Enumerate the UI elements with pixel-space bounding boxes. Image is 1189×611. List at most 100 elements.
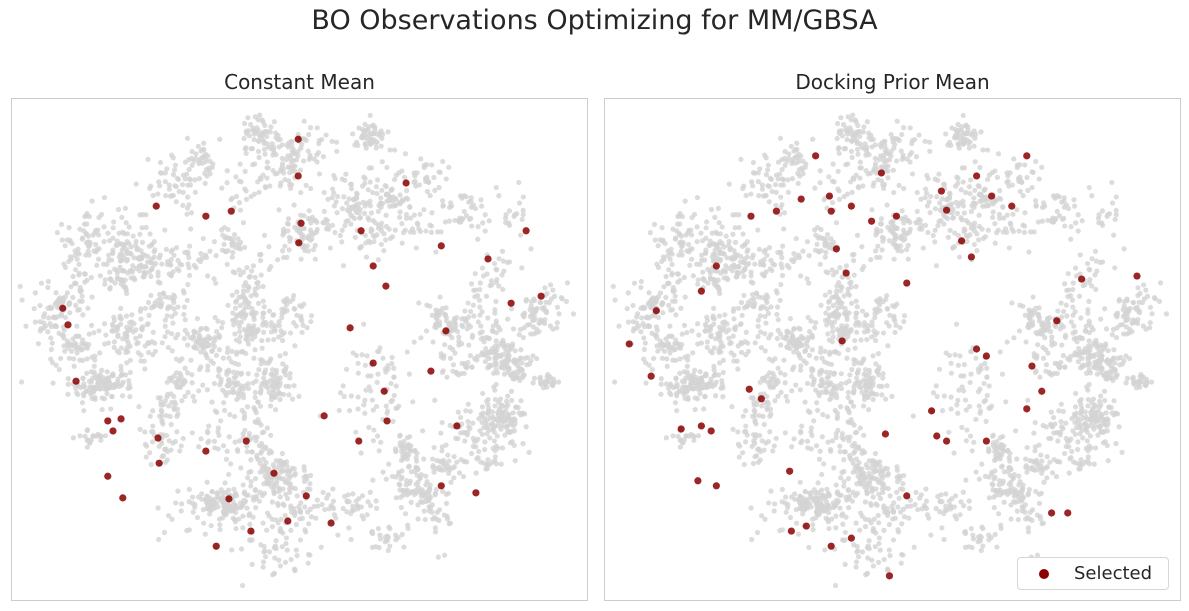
- background-point: [82, 279, 88, 285]
- background-point: [245, 341, 252, 347]
- background-point: [238, 465, 244, 471]
- background-point: [935, 493, 941, 500]
- background-point: [111, 219, 117, 225]
- background-point: [922, 186, 929, 192]
- background-point: [865, 326, 871, 332]
- background-point: [544, 374, 550, 380]
- background-point: [1091, 461, 1097, 467]
- selected-point: [117, 415, 125, 423]
- background-point: [114, 242, 120, 248]
- background-point: [99, 367, 105, 373]
- background-point: [570, 311, 577, 317]
- background-point: [492, 454, 498, 460]
- selected-point: [355, 437, 363, 445]
- background-point: [117, 264, 123, 270]
- background-point: [108, 406, 114, 412]
- background-point: [215, 318, 221, 324]
- background-point: [355, 406, 361, 412]
- background-point: [180, 381, 186, 387]
- background-point: [495, 423, 501, 429]
- background-point: [120, 379, 126, 385]
- background-point: [763, 320, 769, 326]
- background-point: [775, 393, 781, 399]
- background-point: [468, 308, 474, 315]
- background-point: [284, 547, 290, 553]
- background-point: [489, 459, 495, 465]
- background-point: [260, 314, 266, 321]
- background-point: [841, 146, 847, 152]
- background-point: [308, 220, 314, 226]
- background-point: [62, 348, 68, 354]
- background-point: [272, 555, 278, 561]
- background-point: [91, 389, 97, 395]
- background-point: [736, 224, 742, 231]
- background-point: [981, 380, 987, 387]
- background-point: [774, 377, 780, 383]
- background-point: [339, 176, 345, 182]
- background-point: [320, 489, 326, 495]
- background-point: [182, 393, 188, 399]
- background-point: [481, 339, 487, 345]
- background-point: [321, 220, 327, 226]
- background-point: [115, 376, 121, 382]
- background-point: [375, 525, 381, 532]
- background-point: [876, 302, 883, 308]
- background-point: [284, 221, 291, 227]
- background-point: [301, 225, 307, 231]
- background-point: [520, 374, 526, 380]
- background-point: [321, 189, 327, 196]
- background-point: [369, 528, 375, 535]
- background-point: [655, 314, 662, 321]
- background-point: [94, 262, 100, 268]
- background-point: [1071, 197, 1077, 203]
- background-point: [743, 423, 749, 429]
- background-point: [273, 407, 279, 413]
- background-point: [806, 352, 813, 358]
- background-point: [684, 330, 690, 336]
- background-point: [243, 150, 249, 157]
- background-point: [477, 286, 483, 293]
- background-point: [359, 513, 365, 519]
- background-point: [297, 507, 303, 513]
- background-point: [875, 512, 881, 519]
- background-point: [456, 470, 463, 476]
- background-point: [58, 313, 64, 319]
- background-point: [322, 506, 328, 513]
- background-point: [870, 494, 876, 500]
- background-point: [977, 537, 983, 543]
- background-point: [957, 353, 963, 359]
- background-point: [863, 462, 869, 468]
- background-point: [850, 112, 856, 118]
- background-point: [233, 381, 239, 387]
- background-point: [279, 544, 285, 550]
- background-point: [704, 339, 710, 345]
- background-point: [140, 324, 146, 330]
- background-point: [1065, 271, 1071, 277]
- background-point: [373, 498, 379, 504]
- background-point: [216, 516, 223, 522]
- background-point: [826, 174, 832, 180]
- background-point: [1020, 193, 1026, 199]
- background-point: [220, 232, 226, 238]
- background-point: [880, 370, 886, 377]
- background-point: [759, 375, 766, 381]
- background-point: [243, 196, 250, 202]
- background-point: [276, 323, 282, 329]
- background-point: [857, 133, 863, 140]
- background-point: [135, 350, 141, 356]
- background-point: [427, 222, 433, 228]
- background-point: [752, 454, 758, 460]
- background-point: [66, 225, 72, 231]
- background-point: [439, 467, 445, 473]
- background-point: [275, 132, 281, 139]
- background-point: [810, 136, 816, 142]
- background-point: [278, 180, 284, 186]
- background-point: [281, 460, 287, 466]
- background-point: [1026, 249, 1032, 255]
- background-point: [175, 488, 181, 494]
- background-point: [93, 375, 99, 381]
- background-point: [968, 371, 974, 377]
- background-point: [959, 424, 965, 430]
- background-point: [329, 186, 336, 192]
- background-point: [1099, 220, 1105, 226]
